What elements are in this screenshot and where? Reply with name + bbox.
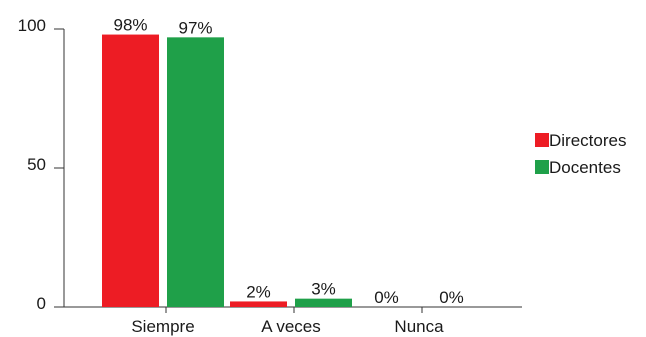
- bar-docentes-1: [295, 298, 352, 307]
- value-label-docentes-0: 97%: [178, 18, 212, 37]
- bar-directores-1: [230, 301, 287, 307]
- legend: Directores Docentes: [535, 131, 626, 177]
- y-tick-label-50: 50: [27, 155, 46, 174]
- chart-bars: [102, 34, 352, 308]
- bar-directores-0: [102, 34, 159, 308]
- value-label-directores-2: 0%: [374, 288, 399, 307]
- x-axis-category-labels: Siempre A veces Nunca: [131, 317, 444, 336]
- y-tick-label-100: 100: [18, 16, 46, 35]
- value-label-docentes-2: 0%: [439, 288, 464, 307]
- value-labels: 98% 97% 2% 3% 0% 0%: [113, 16, 463, 307]
- y-tick-label-0: 0: [37, 294, 46, 313]
- legend-label-directores: Directores: [549, 131, 626, 150]
- category-label-2: Nunca: [394, 317, 444, 336]
- category-label-1: A veces: [261, 317, 321, 336]
- legend-label-docentes: Docentes: [549, 158, 621, 177]
- category-label-0: Siempre: [131, 317, 194, 336]
- legend-swatch-directores: [535, 133, 549, 147]
- value-label-docentes-1: 3%: [311, 280, 336, 299]
- legend-swatch-docentes: [535, 160, 549, 174]
- value-label-directores-0: 98%: [113, 16, 147, 35]
- bar-docentes-0: [167, 37, 224, 308]
- y-axis-ticks: 0 50 100: [18, 16, 64, 313]
- value-label-directores-1: 2%: [246, 282, 271, 301]
